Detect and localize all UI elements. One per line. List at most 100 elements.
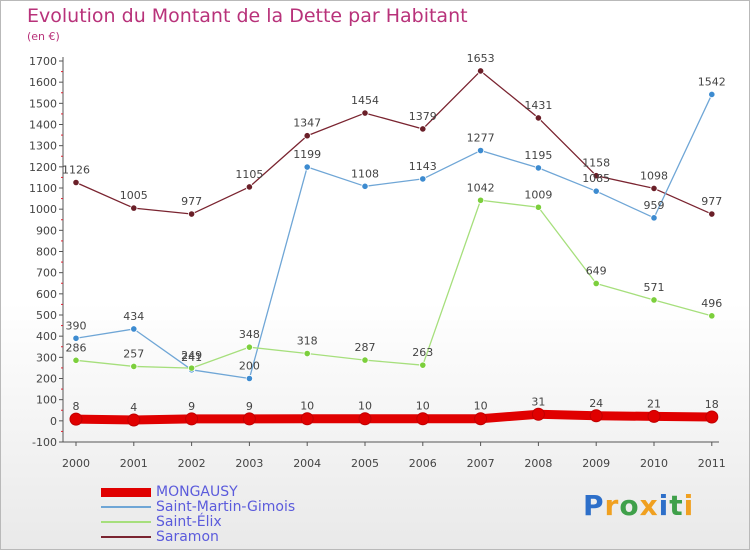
- data-point: [705, 410, 719, 424]
- logo-letter: o: [619, 489, 640, 522]
- data-point: [416, 412, 430, 426]
- legend-swatch: [101, 536, 151, 538]
- series-line-Saramon: [75, 70, 713, 215]
- data-label: 1105: [235, 168, 263, 181]
- data-label: 1158: [582, 157, 610, 170]
- data-point: [419, 175, 427, 183]
- legend-label: Saramon: [156, 529, 219, 545]
- data-point: [185, 412, 199, 426]
- y-tick-label: 600: [36, 288, 57, 301]
- data-point: [531, 407, 545, 421]
- x-tick-label: 2000: [62, 457, 90, 470]
- data-point: [708, 90, 716, 99]
- data-label: 390: [66, 319, 87, 332]
- y-tick-label: 0: [50, 415, 57, 428]
- data-point: [303, 132, 311, 140]
- data-point: [303, 349, 311, 358]
- data-point: [589, 409, 603, 423]
- data-point: [650, 214, 658, 222]
- x-tick-label: 2007: [467, 457, 495, 470]
- data-label: 434: [123, 310, 144, 323]
- data-point: [534, 203, 543, 211]
- data-point: [647, 409, 661, 423]
- data-point: [130, 204, 138, 212]
- data-label: 241: [181, 351, 202, 364]
- y-tick-label: 1000: [29, 203, 57, 216]
- data-point: [650, 296, 658, 304]
- data-label: 1126: [62, 163, 90, 176]
- proxiti-logo: Proxiti: [583, 489, 694, 522]
- data-label: 1108: [351, 167, 379, 180]
- data-label: 10: [300, 400, 314, 413]
- x-tick-label: 2006: [409, 457, 437, 470]
- data-label: 10: [358, 400, 372, 413]
- data-point: [188, 364, 196, 372]
- data-label: 1009: [524, 188, 552, 201]
- data-label: 571: [644, 281, 665, 294]
- data-label: 18: [705, 398, 719, 411]
- data-label: 4: [130, 401, 137, 414]
- y-tick-label: 200: [36, 373, 57, 386]
- data-label: 21: [647, 397, 661, 410]
- data-point: [72, 334, 80, 342]
- x-tick-label: 2001: [120, 457, 148, 470]
- y-tick-label: 1600: [29, 76, 57, 89]
- data-label: 249: [181, 349, 202, 362]
- y-tick-label: 400: [36, 330, 57, 343]
- data-label: 257: [123, 347, 144, 360]
- data-point: [534, 114, 543, 122]
- y-tick-label: 300: [36, 351, 57, 364]
- data-label: 200: [239, 360, 260, 373]
- data-label: 318: [297, 335, 318, 348]
- data-point: [127, 413, 141, 427]
- data-label: 286: [66, 341, 87, 354]
- data-point: [361, 109, 369, 117]
- data-label: 977: [181, 195, 202, 208]
- logo-letter: P: [583, 489, 605, 522]
- data-point: [419, 125, 427, 133]
- data-point: [592, 187, 600, 195]
- data-point: [650, 184, 658, 193]
- data-point: [300, 412, 314, 426]
- data-label: 977: [701, 195, 722, 208]
- data-label: 1098: [640, 169, 668, 182]
- data-point: [130, 362, 138, 371]
- y-tick-label: 1500: [29, 97, 57, 110]
- x-tick-label: 2003: [235, 457, 263, 470]
- logo-letter: i: [658, 489, 670, 522]
- legend-swatch: [101, 506, 151, 508]
- data-point: [358, 412, 372, 426]
- x-tick-label: 2002: [178, 457, 206, 470]
- y-tick-label: -100: [32, 436, 57, 449]
- data-point: [476, 67, 485, 75]
- y-tick-label: 1700: [29, 55, 57, 68]
- data-point: [592, 279, 600, 288]
- data-label: 263: [412, 346, 433, 359]
- data-label: 348: [239, 328, 260, 341]
- data-label: 1454: [351, 94, 379, 107]
- data-label: 1085: [582, 172, 610, 185]
- data-label: 1143: [409, 160, 437, 173]
- data-label: 1347: [293, 117, 321, 130]
- data-point: [245, 343, 253, 351]
- logo-letter: t: [669, 489, 684, 522]
- data-point: [361, 182, 369, 190]
- data-label: 24: [589, 397, 603, 410]
- data-point: [72, 178, 80, 187]
- data-point: [476, 196, 485, 204]
- data-point: [69, 412, 83, 426]
- chart-subtitle: (en €): [27, 30, 60, 43]
- legend-label: MONGAUSY: [156, 484, 238, 500]
- x-tick-label: 2009: [582, 457, 610, 470]
- data-point: [474, 412, 488, 426]
- x-tick-label: 2005: [351, 457, 379, 470]
- x-tick-label: 2011: [698, 457, 726, 470]
- y-tick-label: 800: [36, 246, 57, 259]
- chart-title: Evolution du Montant de la Dette par Hab…: [27, 5, 468, 27]
- data-label: 10: [416, 400, 430, 413]
- data-label: 287: [355, 341, 376, 354]
- data-point: [476, 146, 485, 155]
- data-label: 10: [474, 400, 488, 413]
